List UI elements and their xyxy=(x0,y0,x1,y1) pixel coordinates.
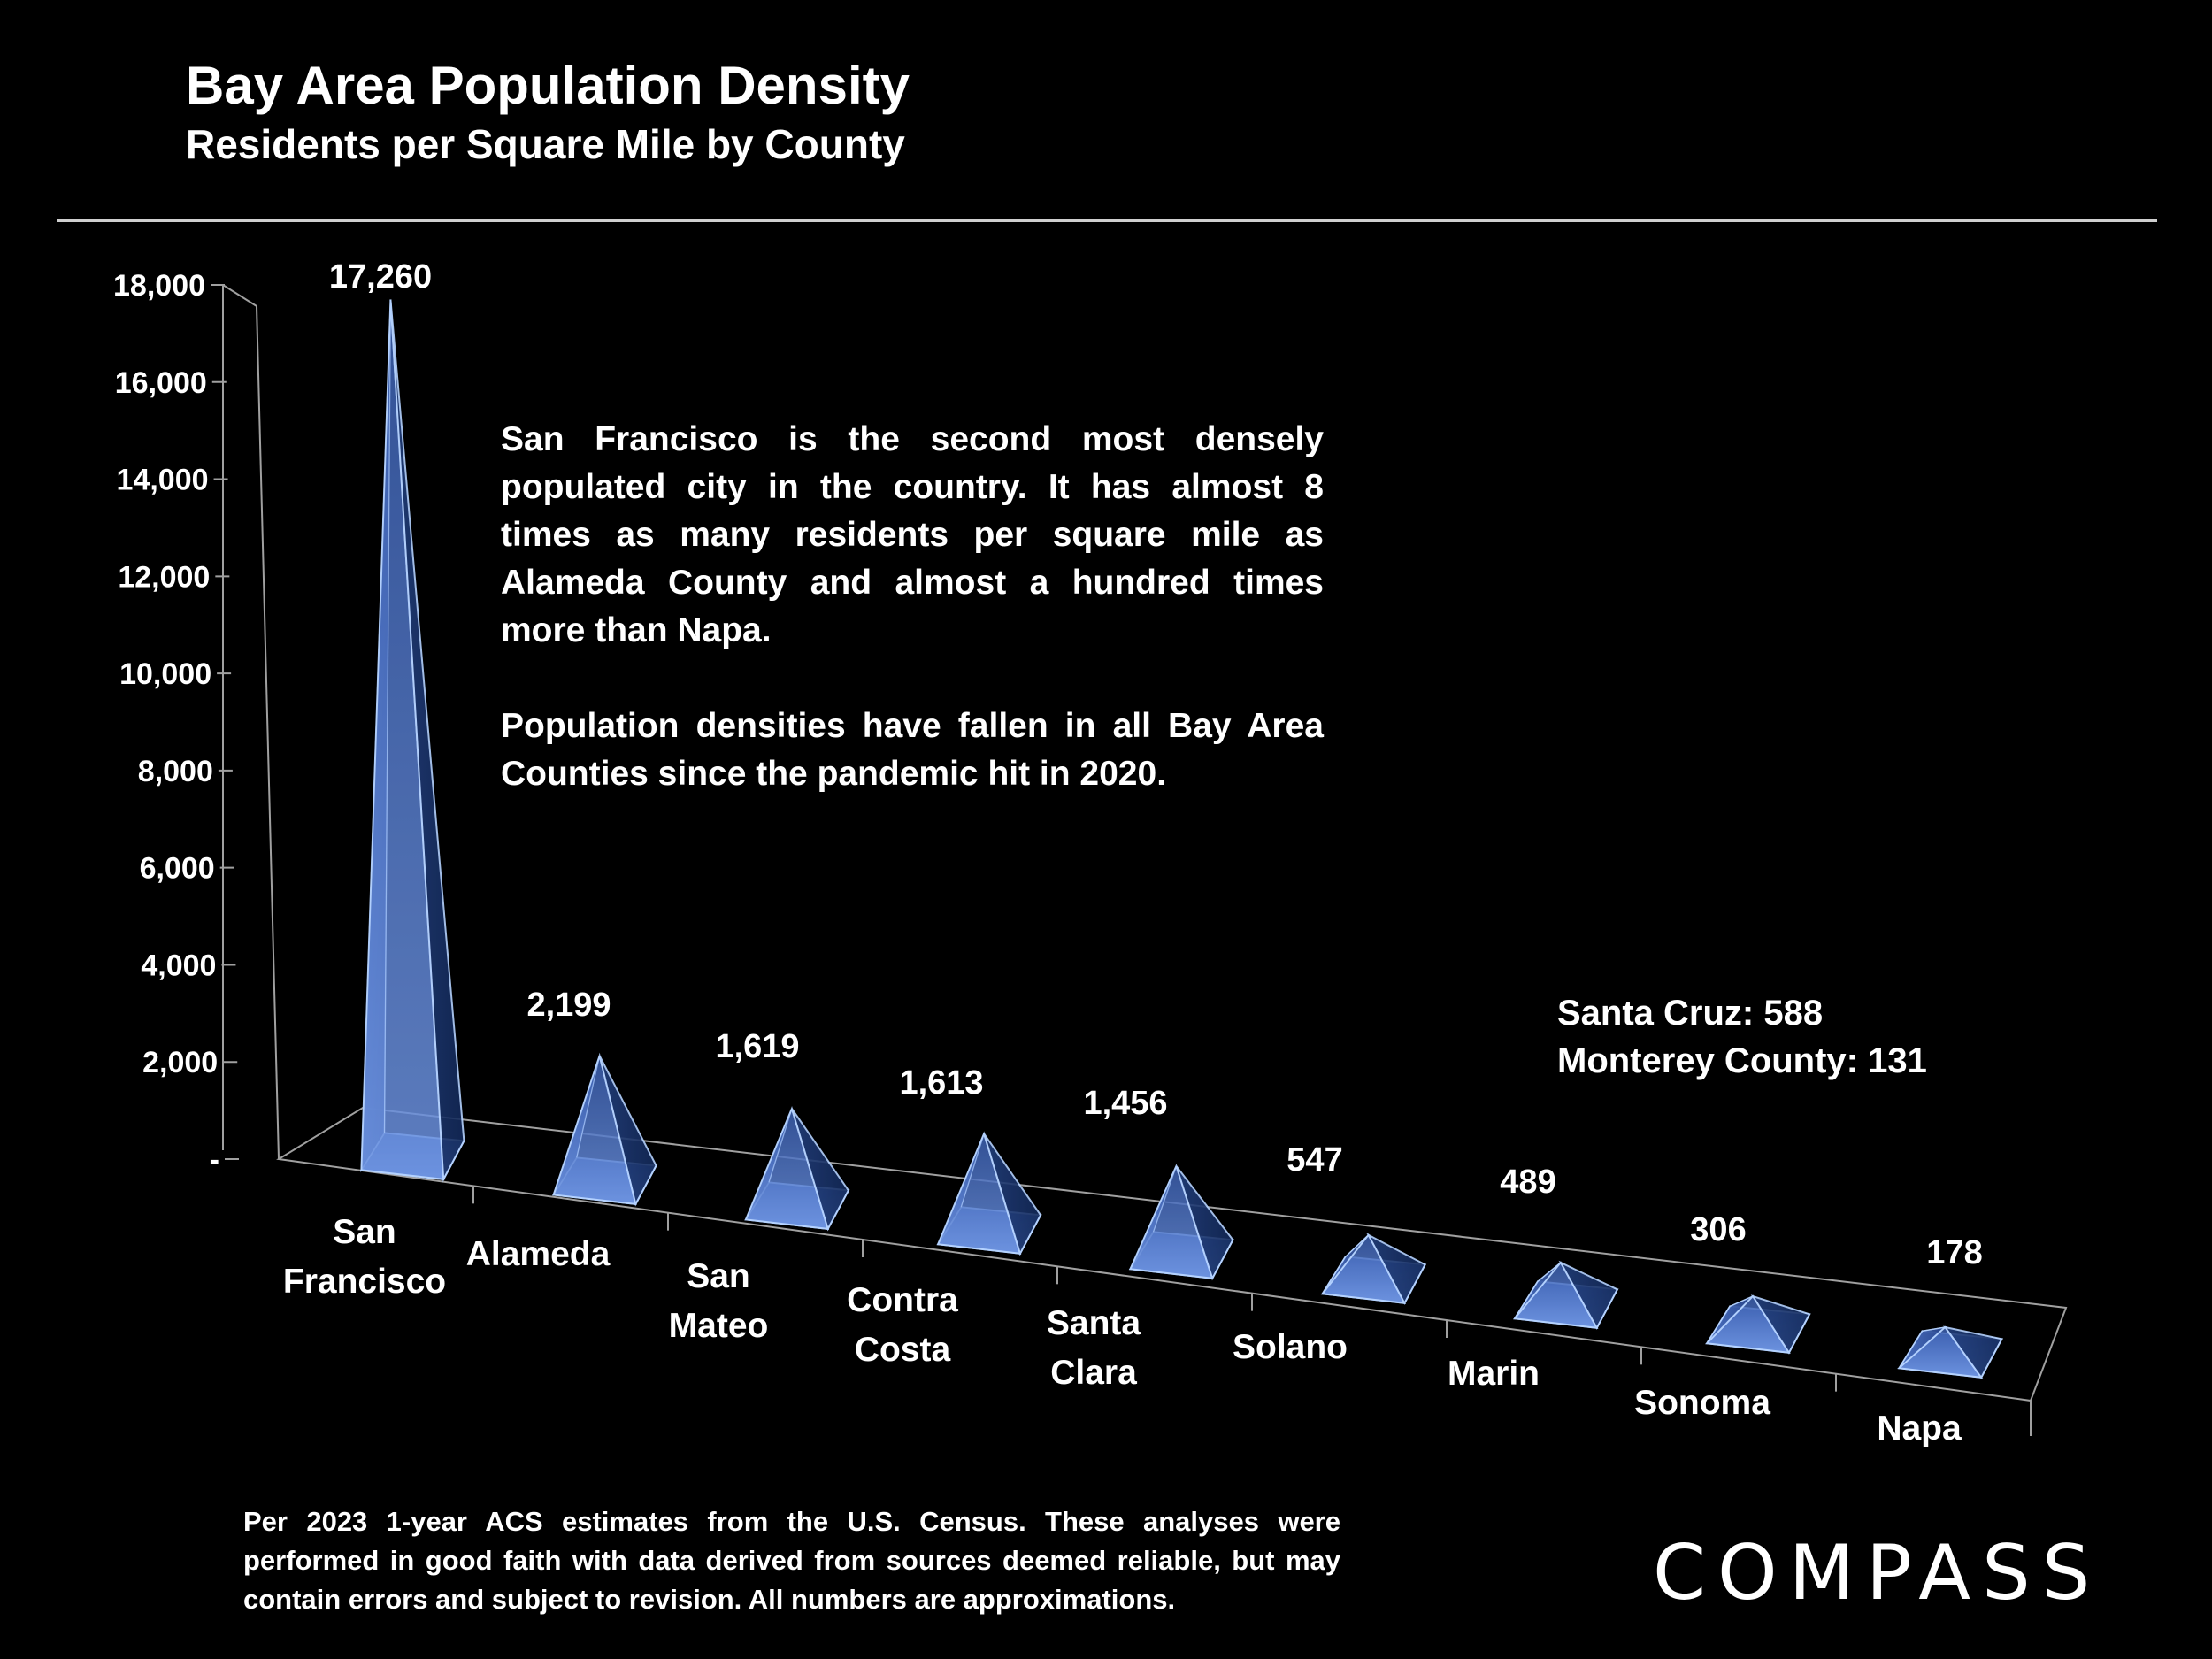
pyramid-back-edge xyxy=(383,299,391,1133)
pyramid-back-edge xyxy=(960,1133,985,1208)
data-label: 489 xyxy=(1500,1164,1555,1201)
x-tick-label: San Mateo xyxy=(669,1257,769,1345)
x-tick-label-line: Alameda xyxy=(466,1235,611,1273)
chart-marks: 17,260 San Francisco 2,199 Alameda 1,619 San Ma… xyxy=(283,258,2003,1448)
x-tick-label-line: Costa xyxy=(855,1331,951,1369)
x-tick-label-line: Sonoma xyxy=(1634,1384,1770,1422)
pyramid-bar xyxy=(744,1106,850,1232)
pyramid-bar xyxy=(1320,1233,1427,1305)
x-tick-label-line: Santa xyxy=(1047,1304,1141,1342)
santa-cruz-note: Santa Cruz: 588 xyxy=(1557,994,1824,1033)
pyramid-right-face xyxy=(790,1108,850,1232)
y-tick-label: 10,000 xyxy=(119,657,211,691)
pyramid-right-face xyxy=(1750,1294,1811,1355)
annotation-box: San Francisco is the second most densely… xyxy=(501,416,1324,846)
pyramid-back-edge xyxy=(768,1108,793,1183)
chart-subtitle: Residents per Square Mile by County xyxy=(186,121,905,167)
y-tick-label: 2,000 xyxy=(142,1046,218,1079)
x-tick-label-line: Solano xyxy=(1233,1328,1348,1366)
pyramid-back-edge xyxy=(576,1056,601,1158)
annotation-paragraph-2: Population densities have fallen in all … xyxy=(501,707,1324,793)
y-tick-label: 14,000 xyxy=(117,464,209,497)
x-tick-label-line: Contra xyxy=(847,1281,958,1319)
pyramid-bar xyxy=(551,1052,658,1207)
data-label: 1,613 xyxy=(899,1064,983,1102)
pyramid-bar xyxy=(1897,1325,2003,1379)
pyramid-back-edge xyxy=(1537,1262,1562,1282)
x-tick-label: Solano xyxy=(1233,1328,1348,1366)
chart-title: Bay Area Population Density xyxy=(186,56,910,115)
x-tick-label-line: San xyxy=(333,1213,396,1251)
other-counties-note: Santa Cruz: 588 Monterey County: 131 xyxy=(1557,989,1927,1085)
data-label: 178 xyxy=(1926,1234,1982,1271)
compass-logo: COMPASS xyxy=(1653,1529,2102,1617)
y-tick-label: 16,000 xyxy=(115,366,207,400)
pyramid-right-face xyxy=(1175,1165,1234,1281)
x-tick-label-line: Napa xyxy=(1877,1409,1962,1448)
y-axis-top xyxy=(222,284,257,307)
x-tick-label-line: Francisco xyxy=(283,1263,446,1301)
pyramid-right-face xyxy=(1943,1325,2003,1379)
data-label: 2,199 xyxy=(526,987,611,1024)
x-tick-label-line: Mateo xyxy=(669,1307,769,1345)
x-tick-label: Napa xyxy=(1877,1409,1962,1448)
pyramid-right-face xyxy=(389,299,465,1183)
y-tick-label: 8,000 xyxy=(138,755,213,788)
pyramid-back-edge xyxy=(1922,1326,1946,1332)
pyramid-bar xyxy=(359,299,465,1183)
source-footnote: Per 2023 1-year ACS estimates from the U… xyxy=(243,1506,1340,1615)
data-label: 547 xyxy=(1286,1141,1342,1179)
pyramid-right-face xyxy=(1558,1260,1619,1330)
x-tick-label-line: Marin xyxy=(1448,1355,1540,1393)
pyramid-right-face xyxy=(1366,1233,1426,1305)
x-tick-label-line: Clara xyxy=(1050,1354,1137,1392)
data-label: 306 xyxy=(1690,1211,1746,1248)
chart-axes: - 2,000 4,000 6,000 8,000 10,000 12,000 14,000 1… xyxy=(113,269,2068,1436)
pyramid-bar xyxy=(1128,1164,1234,1281)
monterey-note: Monterey County: 131 xyxy=(1557,1041,1927,1080)
x-tick-label: Marin xyxy=(1448,1355,1540,1393)
y-tick-label: 6,000 xyxy=(140,852,215,886)
pyramid-right-face xyxy=(598,1055,657,1207)
annotation-paragraph-1: San Francisco is the second most densely… xyxy=(501,420,1324,649)
y-tick-label: 12,000 xyxy=(118,560,210,594)
y-tick-label: 4,000 xyxy=(141,949,216,982)
data-label: 1,456 xyxy=(1083,1085,1167,1122)
pyramid-back-edge xyxy=(1345,1234,1370,1257)
y-tick-label: - xyxy=(210,1143,219,1177)
x-tick-label: Contra Costa xyxy=(847,1281,958,1369)
x-tick-label: San Francisco xyxy=(283,1213,446,1301)
pyramid-back-edge xyxy=(1152,1165,1177,1233)
pyramid-right-face xyxy=(983,1133,1042,1256)
x-tick-label: Santa Clara xyxy=(1047,1304,1141,1392)
data-label: 17,260 xyxy=(329,258,432,296)
pyramid-bar xyxy=(1704,1294,1811,1355)
y-tick-label: 18,000 xyxy=(113,269,205,303)
x-tick-label: Alameda xyxy=(466,1235,611,1273)
y-axis-front xyxy=(256,305,280,1160)
pyramid-bar xyxy=(1512,1260,1619,1330)
x-tick-label: Sonoma xyxy=(1634,1384,1770,1422)
data-label: 1,619 xyxy=(715,1028,799,1065)
pyramid-bar xyxy=(936,1131,1042,1256)
header-divider xyxy=(57,219,2157,222)
pyramid-back-edge xyxy=(1729,1295,1754,1307)
x-tick-label-line: San xyxy=(687,1257,750,1295)
